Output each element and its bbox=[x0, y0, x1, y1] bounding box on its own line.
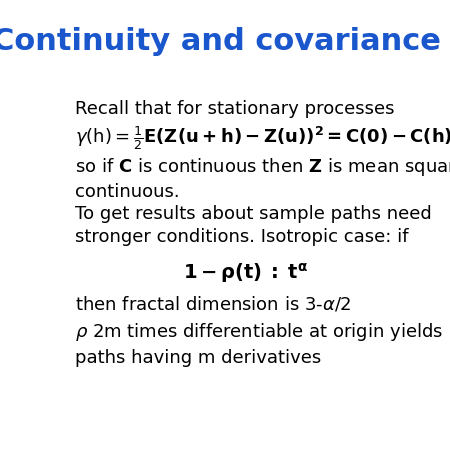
Text: $\mathbf{1 - \rho(t)\; :\; t^{\alpha}}$: $\mathbf{1 - \rho(t)\; :\; t^{\alpha}}$ bbox=[183, 261, 308, 285]
Text: $\rho$ 2m times differentiable at origin yields
paths having m derivatives: $\rho$ 2m times differentiable at origin… bbox=[75, 322, 442, 367]
Text: Recall that for stationary processes: Recall that for stationary processes bbox=[75, 100, 394, 118]
Text: so if $\mathbf{C}$ is continuous then $\mathbf{Z}$ is mean square
continuous.: so if $\mathbf{C}$ is continuous then $\… bbox=[75, 156, 450, 201]
Text: $\gamma\mathrm{(h)} = \frac{1}{2}\mathbf{E(Z(u+h)-Z(u))^2 = C(0)-C(h)}$: $\gamma\mathrm{(h)} = \frac{1}{2}\mathbf… bbox=[75, 124, 450, 152]
Text: Continuity and covariance: Continuity and covariance bbox=[0, 27, 441, 56]
Text: then fractal dimension is 3-$\alpha$/2: then fractal dimension is 3-$\alpha$/2 bbox=[75, 295, 351, 313]
Text: To get results about sample paths need
stronger conditions. Isotropic case: if: To get results about sample paths need s… bbox=[75, 205, 431, 246]
